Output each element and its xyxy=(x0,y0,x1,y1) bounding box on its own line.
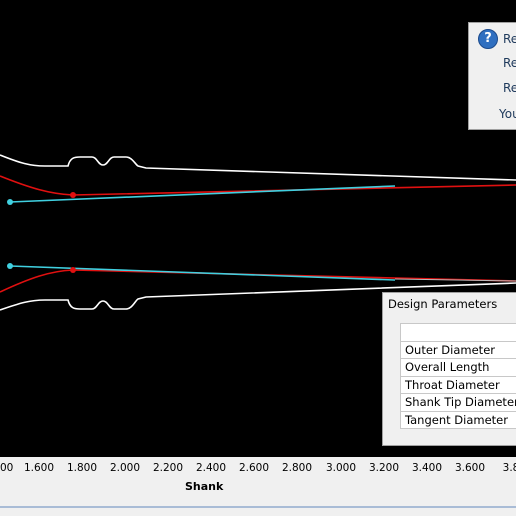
guide-line xyxy=(394,278,516,282)
cyan-point-top xyxy=(7,199,13,205)
parameter-name: Tangent Diameter xyxy=(400,410,516,429)
header-cell xyxy=(400,323,516,342)
status-border xyxy=(0,506,516,508)
x-tick-label: 3.200 xyxy=(368,462,400,474)
parameter-name: Throat Diameter xyxy=(400,375,516,394)
x-tick-label: 3.600 xyxy=(454,462,486,474)
parameter-name: Overall Length xyxy=(400,358,516,377)
table-row: Throat Diameter xyxy=(400,375,516,394)
x-tick-label: 3.000 xyxy=(325,462,357,474)
outline-bottom xyxy=(0,282,516,311)
red-point-bottom xyxy=(70,267,76,273)
menu-item[interactable]: Re xyxy=(503,81,516,95)
red-point-top xyxy=(70,192,76,198)
x-tick-label: 2.000 xyxy=(109,462,141,474)
parameters-table: Outer Diameter Overall Length Throat Diame… xyxy=(400,323,516,429)
x-tick-label: 1.800 xyxy=(66,462,98,474)
cyan-point-bottom xyxy=(7,263,13,269)
x-tick-label: 2.600 xyxy=(238,462,270,474)
cyan-curve-bottom xyxy=(9,265,396,281)
parameter-name: Outer Diameter xyxy=(400,340,516,359)
table-row: Shank Tip Diameter xyxy=(400,393,516,412)
table-row: Tangent Diameter xyxy=(400,410,516,429)
table-header xyxy=(400,323,516,342)
menu-item[interactable]: Re xyxy=(503,56,516,70)
x-tick-label: 00 xyxy=(0,462,14,474)
x-tick-label: 2.800 xyxy=(281,462,313,474)
x-axis-title: Shank xyxy=(185,480,224,493)
help-popup: ? Re Re Re You xyxy=(468,22,516,130)
plot-area xyxy=(0,0,516,457)
x-tick-label: 2.400 xyxy=(195,462,227,474)
menu-item[interactable]: Re xyxy=(503,32,516,46)
x-tick-label: 1.600 xyxy=(23,462,55,474)
cyan-curve-top xyxy=(9,185,396,203)
help-icon[interactable]: ? xyxy=(478,29,498,49)
table-row: Outer Diameter xyxy=(400,340,516,359)
x-tick-label: 3.8 xyxy=(502,462,516,474)
x-tick-label: 2.200 xyxy=(152,462,184,474)
parameter-name: Shank Tip Diameter xyxy=(400,393,516,412)
x-tick-label: 3.400 xyxy=(411,462,443,474)
outline-top xyxy=(0,154,516,181)
panel-title: Design Parameters xyxy=(388,297,498,311)
table-row: Overall Length xyxy=(400,358,516,377)
menu-item[interactable]: You xyxy=(499,107,516,121)
red-curve-bottom xyxy=(0,269,516,293)
design-parameters-panel: Design Parameters Outer Diameter Overall … xyxy=(382,292,516,446)
